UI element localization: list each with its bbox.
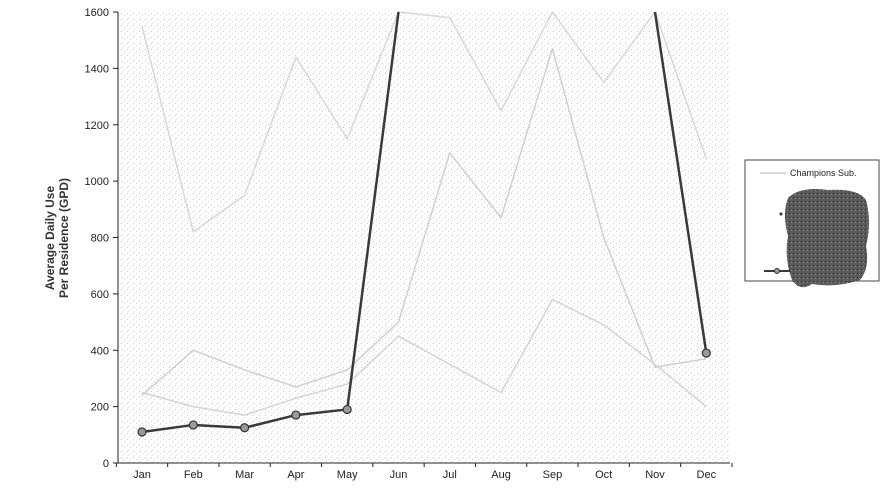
x-tick-label: Jun	[390, 469, 408, 481]
y-axis-label-line-2: Per Residence (GPD)	[57, 178, 71, 298]
x-tick-label: Jan	[133, 469, 151, 481]
x-tick-label: Mar	[235, 469, 254, 481]
series-point	[292, 411, 300, 419]
y-tick-label: 1200	[85, 120, 109, 132]
series-point	[138, 428, 146, 436]
series-point	[189, 421, 197, 429]
legend-ink-blot	[785, 189, 869, 287]
x-tick-label: Sep	[543, 469, 563, 481]
series-point	[241, 424, 249, 432]
legend: Champions Sub.	[745, 160, 879, 287]
x-tick-label: Jul	[443, 469, 457, 481]
y-tick-label: 800	[91, 233, 109, 245]
x-tick-label: Apr	[287, 469, 304, 481]
y-tick-label: 200	[91, 402, 109, 414]
x-tick-label: Dec	[697, 469, 717, 481]
legend-marker-dot	[780, 213, 783, 216]
x-ticks: Jan Feb Mar Apr May Jun Jul Aug Sep Oct Nov Dec	[116, 463, 732, 481]
y-tick-label: 600	[91, 289, 109, 301]
y-axis-label-line-1: Average Daily Use	[43, 186, 57, 291]
legend-swatch-dark-marker	[775, 269, 780, 274]
legend-entry-champions: Champions Sub.	[790, 168, 857, 178]
x-tick-label: Nov	[645, 469, 665, 481]
x-tick-label: Oct	[595, 469, 612, 481]
series-point	[702, 349, 710, 357]
y-ticks: 0 200 400 600 800 1000 1200 1400 1600	[85, 7, 118, 470]
x-tick-label: Feb	[184, 469, 203, 481]
x-tick-label: May	[337, 469, 358, 481]
y-tick-label: 1400	[85, 63, 109, 75]
x-tick-label: Aug	[491, 469, 511, 481]
y-tick-label: 1000	[85, 176, 109, 188]
y-tick-label: 0	[103, 458, 109, 470]
series-point	[343, 405, 351, 413]
y-tick-label: 400	[91, 345, 109, 357]
y-tick-label: 1600	[85, 7, 109, 19]
